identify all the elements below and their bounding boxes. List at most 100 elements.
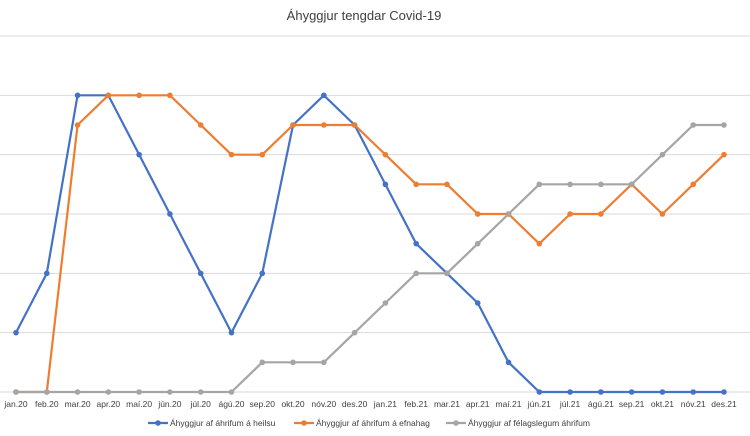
legend-label: Áhyggjur af áhrifum á heilsu bbox=[170, 418, 276, 428]
x-tick-label: feb.20 bbox=[35, 399, 59, 409]
data-point bbox=[598, 211, 604, 217]
data-point bbox=[167, 389, 173, 395]
x-tick-label: ágú.21 bbox=[588, 399, 614, 409]
data-point bbox=[690, 389, 697, 395]
data-point bbox=[444, 181, 450, 188]
data-point bbox=[13, 329, 19, 336]
x-tick-label: júl.21 bbox=[559, 399, 581, 409]
data-point bbox=[690, 181, 697, 188]
series-line bbox=[14, 94, 726, 394]
data-point bbox=[505, 211, 512, 217]
data-point bbox=[13, 389, 19, 395]
data-point bbox=[474, 211, 481, 217]
data-point bbox=[721, 122, 727, 128]
legend-item: Áhyggjur af félagslegum áhrifum bbox=[446, 418, 590, 428]
data-point bbox=[259, 270, 266, 277]
data-point bbox=[382, 181, 389, 188]
data-point bbox=[321, 122, 327, 128]
x-tick-label: okt.20 bbox=[281, 399, 304, 409]
data-point bbox=[382, 300, 389, 306]
data-point bbox=[136, 151, 142, 158]
data-point bbox=[628, 181, 635, 188]
legend-label: Áhyggjur af félagslegum áhrifum bbox=[468, 418, 590, 428]
data-point bbox=[197, 389, 204, 395]
data-point bbox=[536, 181, 543, 188]
series-group bbox=[13, 92, 727, 395]
data-point bbox=[290, 122, 296, 128]
data-point bbox=[351, 329, 358, 336]
data-point bbox=[167, 92, 173, 99]
data-point bbox=[721, 151, 727, 158]
data-point bbox=[598, 389, 604, 395]
data-point bbox=[43, 270, 50, 277]
legend-label: Áhyggjur af áhrifum á efnahag bbox=[316, 418, 430, 428]
legend-item: Áhyggjur af áhrifum á efnahag bbox=[294, 418, 430, 428]
legend-item: Áhyggjur af áhrifum á heilsu bbox=[148, 418, 276, 428]
legend-swatch-marker bbox=[301, 420, 307, 426]
data-point bbox=[136, 389, 142, 395]
x-tick-label: des.20 bbox=[342, 399, 368, 409]
data-point bbox=[290, 359, 296, 366]
data-point bbox=[474, 240, 481, 247]
x-tick-label: ágú.20 bbox=[218, 399, 244, 409]
series-group bbox=[13, 92, 727, 395]
series-lines bbox=[13, 92, 727, 395]
data-point bbox=[382, 151, 389, 158]
data-point bbox=[105, 92, 112, 99]
data-point bbox=[228, 151, 235, 158]
data-point bbox=[321, 359, 327, 366]
data-point bbox=[228, 329, 235, 336]
data-point bbox=[136, 92, 142, 99]
data-point bbox=[567, 389, 573, 395]
data-point bbox=[351, 122, 358, 128]
x-tick-label: jún.20 bbox=[157, 399, 181, 409]
legend-swatch-marker bbox=[453, 420, 459, 426]
x-tick-label: jan.21 bbox=[373, 399, 397, 409]
x-tick-label: nóv.21 bbox=[681, 399, 706, 409]
x-tick-label: mar.20 bbox=[65, 399, 91, 409]
data-point bbox=[721, 389, 727, 395]
data-point bbox=[659, 389, 666, 395]
data-point bbox=[197, 122, 204, 128]
x-tick-label: jún.21 bbox=[527, 399, 551, 409]
data-point bbox=[567, 181, 573, 188]
data-point bbox=[505, 359, 512, 366]
legend-swatch-marker bbox=[155, 420, 161, 426]
gridlines bbox=[0, 35, 750, 334]
x-axis: jan.20 feb.20 mar.20 apr.20 maí.20 jún.20 júl.… bbox=[0, 391, 750, 409]
data-point bbox=[74, 122, 81, 128]
series-line bbox=[14, 123, 726, 394]
x-tick-label: maí.20 bbox=[126, 399, 152, 409]
data-point bbox=[321, 92, 327, 99]
legend: Áhyggjur af áhrifum á heilsu Áhyggjur af … bbox=[148, 418, 590, 428]
data-point bbox=[74, 92, 81, 99]
data-point bbox=[536, 240, 543, 247]
x-tick-label: apr.21 bbox=[466, 399, 490, 409]
data-point bbox=[659, 211, 666, 217]
data-point bbox=[536, 389, 543, 395]
data-point bbox=[43, 389, 50, 395]
series-line bbox=[14, 94, 726, 394]
x-tick-label: feb.21 bbox=[404, 399, 428, 409]
data-point bbox=[413, 181, 419, 188]
data-point bbox=[228, 389, 235, 395]
data-point bbox=[444, 270, 450, 277]
x-tick-label: maí.21 bbox=[496, 399, 522, 409]
x-tick-label: jan.20 bbox=[3, 399, 27, 409]
data-point bbox=[259, 359, 266, 366]
data-point bbox=[690, 122, 697, 128]
x-tick-label: júl.20 bbox=[190, 399, 212, 409]
data-point bbox=[167, 211, 173, 217]
data-point bbox=[598, 181, 604, 188]
x-tick-label: mar.21 bbox=[434, 399, 460, 409]
data-point bbox=[413, 240, 419, 247]
x-tick-label: des.21 bbox=[711, 399, 737, 409]
x-tick-label: sep.20 bbox=[249, 399, 275, 409]
chart-title: Áhyggjur tengdar Covid-19 bbox=[287, 8, 442, 23]
x-tick-label: sep.21 bbox=[619, 399, 645, 409]
series-group bbox=[13, 122, 727, 395]
data-point bbox=[74, 389, 81, 395]
x-tick-label: okt.21 bbox=[651, 399, 674, 409]
data-point bbox=[628, 389, 635, 395]
